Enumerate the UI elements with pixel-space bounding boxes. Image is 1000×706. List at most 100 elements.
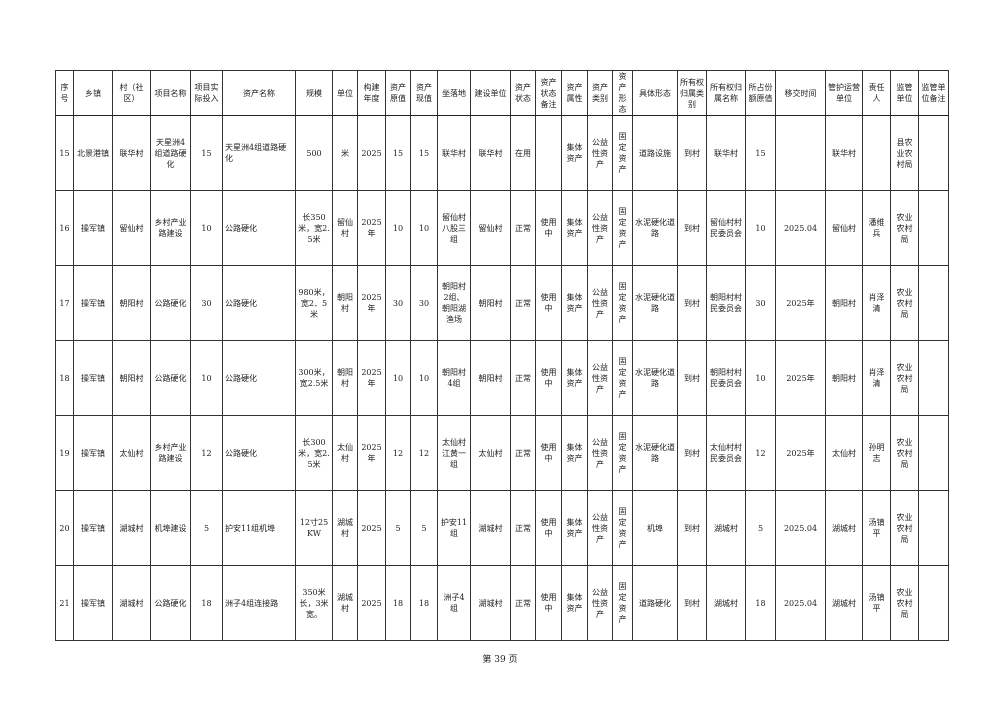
table-cell: 孙明志 (862, 415, 891, 491)
table-cell: 10 (190, 190, 223, 266)
table-cell: 正常 (510, 490, 536, 566)
column-header: 项目实际投入 (190, 70, 223, 116)
column-header: 坐落地 (437, 70, 471, 116)
table-cell: 留仙村 (112, 190, 151, 266)
column-header: 监管单位 (890, 70, 919, 116)
column-header: 乡镇 (73, 70, 113, 116)
table-cell: 太仙村 (112, 415, 151, 491)
table-cell: 到村 (677, 415, 707, 491)
table-cell: 到村 (677, 340, 707, 416)
column-header: 资产现值 (410, 70, 438, 116)
table-cell: 公益性资产 (587, 340, 613, 416)
table-cell: 集体资产 (561, 415, 588, 491)
table-cell: 机埠 (632, 490, 678, 566)
table-cell: 固定资产 (612, 490, 633, 566)
table-cell: 朝阳村 (470, 340, 511, 416)
column-header: 资产状态备注 (535, 70, 562, 116)
table-cell: 2025年 (357, 415, 386, 491)
table-cell: 操军镇 (73, 340, 113, 416)
table-cell: 乡村产业路建设 (150, 190, 191, 266)
table-cell: 21 (55, 565, 74, 641)
table-cell: 使用中 (535, 265, 562, 341)
table-cell: 5 (410, 490, 438, 566)
table-cell: 机埠建设 (150, 490, 191, 566)
table-cell: 护安11组 (437, 490, 471, 566)
table-cell: 长350米，宽2.5米 (295, 190, 333, 266)
table-cell: 12 (410, 415, 438, 491)
table-cell: 汤镇平 (862, 490, 891, 566)
table-cell: 天星洲4组道路硬化 (150, 115, 191, 191)
table-cell: 联华村 (470, 115, 511, 191)
table-cell: 公路硬化 (222, 415, 296, 491)
table-cell: 固定资产 (612, 565, 633, 641)
table-cell: 固定资产 (612, 415, 633, 491)
table-cell: 18 (410, 565, 438, 641)
table-cell: 公益性资产 (587, 490, 613, 566)
table-cell: 16 (55, 190, 74, 266)
table-cell: 公益性资产 (587, 265, 613, 341)
table-cell: 北景港镇 (73, 115, 113, 191)
table-cell: 道路设施 (632, 115, 678, 191)
table-cell: 2025.04 (775, 565, 826, 641)
table-cell (775, 115, 826, 191)
table-cell: 15 (745, 115, 776, 191)
column-header: 具体形态 (632, 70, 678, 116)
table-cell: 太仙村 (825, 415, 863, 491)
table-cell: 17 (55, 265, 74, 341)
table-cell: 水泥硬化道路 (632, 415, 678, 491)
table-cell: 操军镇 (73, 190, 113, 266)
table-cell (918, 490, 949, 566)
table-cell: 留仙村八股三组 (437, 190, 471, 266)
table-cell: 10 (385, 340, 411, 416)
table-cell: 湖城村 (112, 490, 151, 566)
table-cell: 公路硬化 (222, 190, 296, 266)
table-cell: 公益性资产 (587, 190, 613, 266)
table-cell: 5 (190, 490, 223, 566)
table-cell: 公路硬化 (150, 565, 191, 641)
table-cell: 湖城村 (470, 490, 511, 566)
table-cell: 留仙村 (825, 190, 863, 266)
table-cell: 水泥硬化道路 (632, 190, 678, 266)
table-cell: 10 (190, 340, 223, 416)
table-cell: 2025年 (357, 265, 386, 341)
table-cell: 5 (745, 490, 776, 566)
table-cell: 太仙村村民委员会 (706, 415, 746, 491)
table-cell: 10 (410, 340, 438, 416)
table-cell: 朝阳村 (332, 340, 358, 416)
column-header: 序号 (55, 70, 74, 116)
table-cell: 12 (745, 415, 776, 491)
table-cell: 留仙村村民委员会 (706, 190, 746, 266)
table-cell: 5 (385, 490, 411, 566)
table-cell: 使用中 (535, 415, 562, 491)
table-cell: 10 (745, 340, 776, 416)
table-header-row: 序号 乡镇 村（社区） 项目名称 项目实际投入 资产名称 规模 单位 构建年度 资产原值 资产现值坐… (55, 70, 949, 116)
column-header: 项目名称 (150, 70, 191, 116)
table-cell: 10 (745, 190, 776, 266)
table-cell: 公路硬化 (150, 340, 191, 416)
table-cell: 正常 (510, 265, 536, 341)
table-cell: 18 (55, 340, 74, 416)
column-header: 建设单位 (470, 70, 511, 116)
column-header: 资产属性 (561, 70, 588, 116)
table-cell: 朝阳村2组、朝阳湖渔场 (437, 265, 471, 341)
table-cell: 联华村 (825, 115, 863, 191)
table-cell: 20 (55, 490, 74, 566)
table-cell: 到村 (677, 115, 707, 191)
table-cell: 太仙村江黄一组 (437, 415, 471, 491)
table-cell: 30 (190, 265, 223, 341)
table-cell: 农业农村局 (890, 190, 919, 266)
table-cell: 15 (55, 115, 74, 191)
table-cell: 到村 (677, 265, 707, 341)
table-cell: 湖城村 (825, 490, 863, 566)
table-cell: 农业农村局 (890, 340, 919, 416)
table-cell: 公路硬化 (222, 340, 296, 416)
table-cell: 操军镇 (73, 490, 113, 566)
table-cell: 太仙村 (332, 415, 358, 491)
table-cell: 公路硬化 (222, 265, 296, 341)
table-cell: 农业农村局 (890, 565, 919, 641)
table-cell: 正常 (510, 565, 536, 641)
table-cell (535, 115, 562, 191)
column-header: 监管单位备注 (918, 70, 949, 116)
table-cell: 使用中 (535, 565, 562, 641)
table-cell: 15 (190, 115, 223, 191)
